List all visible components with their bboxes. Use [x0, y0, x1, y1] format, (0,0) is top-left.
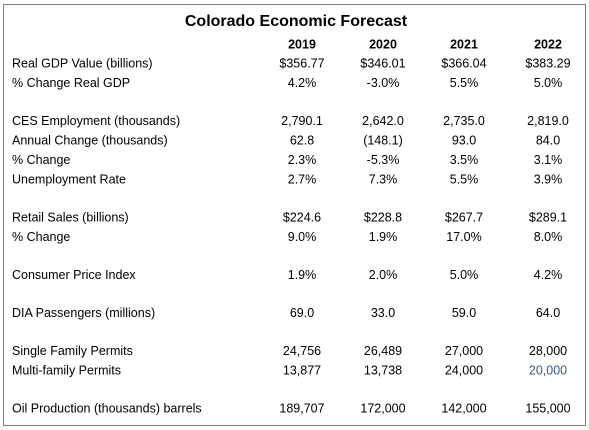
row-label: % Change Real GDP — [12, 76, 130, 90]
cell-value: 13,738 — [364, 363, 402, 377]
cell-value: 2,819.0 — [527, 114, 569, 128]
cell-value: -3.0% — [367, 76, 400, 90]
row-label: Consumer Price Index — [12, 268, 136, 282]
column-header: 2019 — [288, 37, 316, 51]
cell-value: 24,756 — [283, 344, 321, 358]
cell-value: 2.3% — [288, 153, 317, 167]
cell-value: 33.0 — [371, 306, 395, 320]
cell-value: 5.0% — [450, 268, 479, 282]
row-label: % Change — [12, 153, 70, 167]
row-label: DIA Passengers (millions) — [12, 306, 155, 320]
cell-value: 13,877 — [283, 363, 321, 377]
cell-value: 9.0% — [288, 230, 317, 244]
cell-value: -5.3% — [367, 153, 400, 167]
table-border — [3, 4, 586, 426]
cell-value: (148.1) — [363, 133, 403, 147]
column-header: 2022 — [534, 37, 562, 51]
cell-value: 5.0% — [534, 76, 563, 90]
row-label: Annual Change (thousands) — [12, 133, 168, 147]
cell-value: $356.77 — [279, 56, 324, 70]
cell-value: 7.3% — [369, 172, 398, 186]
cell-value: 4.2% — [534, 268, 563, 282]
cell-value: 69.0 — [290, 306, 314, 320]
cell-value: 2,790.1 — [281, 114, 323, 128]
cell-value: 3.9% — [534, 172, 563, 186]
cell-value: $346.01 — [360, 56, 405, 70]
cell-value: 27,000 — [445, 344, 483, 358]
row-label: Multi-family Permits — [12, 363, 121, 377]
row-label: Single Family Permits — [12, 344, 133, 358]
column-header: 2020 — [369, 37, 397, 51]
row-label: Real GDP Value (billions) — [12, 56, 153, 70]
row-label: Oil Production (thousands) barrels — [12, 401, 202, 415]
cell-value: 2.0% — [369, 268, 398, 282]
cell-value: 17.0% — [446, 230, 481, 244]
cell-value: 62.8 — [290, 133, 314, 147]
cell-value: 1.9% — [288, 268, 317, 282]
cell-value: $267.7 — [445, 210, 483, 224]
cell-value: 2,735.0 — [443, 114, 485, 128]
cell-value: 64.0 — [536, 306, 560, 320]
cell-value: 5.5% — [450, 172, 479, 186]
cell-value: 5.5% — [450, 76, 479, 90]
cell-value: 3.5% — [450, 153, 479, 167]
cell-value: 20,000 — [529, 363, 567, 377]
cell-value: $366.04 — [441, 56, 486, 70]
cell-value: $383.29 — [525, 56, 570, 70]
cell-value: $228.8 — [364, 210, 402, 224]
cell-value: 172,000 — [360, 401, 405, 415]
cell-value: 4.2% — [288, 76, 317, 90]
table-title: Colorado Economic Forecast — [185, 13, 408, 30]
row-label: Retail Sales (billions) — [12, 210, 129, 224]
cell-value: 26,489 — [364, 344, 402, 358]
column-header: 2021 — [450, 37, 478, 51]
cell-value: 59.0 — [452, 306, 476, 320]
cell-value: 189,707 — [279, 401, 324, 415]
cell-value: $289.1 — [529, 210, 567, 224]
cell-value: 28,000 — [529, 344, 567, 358]
cell-value: 2,642.0 — [362, 114, 404, 128]
row-label: Unemployment Rate — [12, 172, 126, 186]
cell-value: $224.6 — [283, 210, 321, 224]
row-label: % Change — [12, 230, 70, 244]
cell-value: 84.0 — [536, 133, 560, 147]
row-label: CES Employment (thousands) — [12, 114, 180, 128]
cell-value: 3.1% — [534, 153, 563, 167]
cell-value: 8.0% — [534, 230, 563, 244]
cell-value: 1.9% — [369, 230, 398, 244]
cell-value: 142,000 — [441, 401, 486, 415]
cell-value: 24,000 — [445, 363, 483, 377]
cell-value: 155,000 — [525, 401, 570, 415]
cell-value: 2.7% — [288, 172, 317, 186]
cell-value: 93.0 — [452, 133, 476, 147]
